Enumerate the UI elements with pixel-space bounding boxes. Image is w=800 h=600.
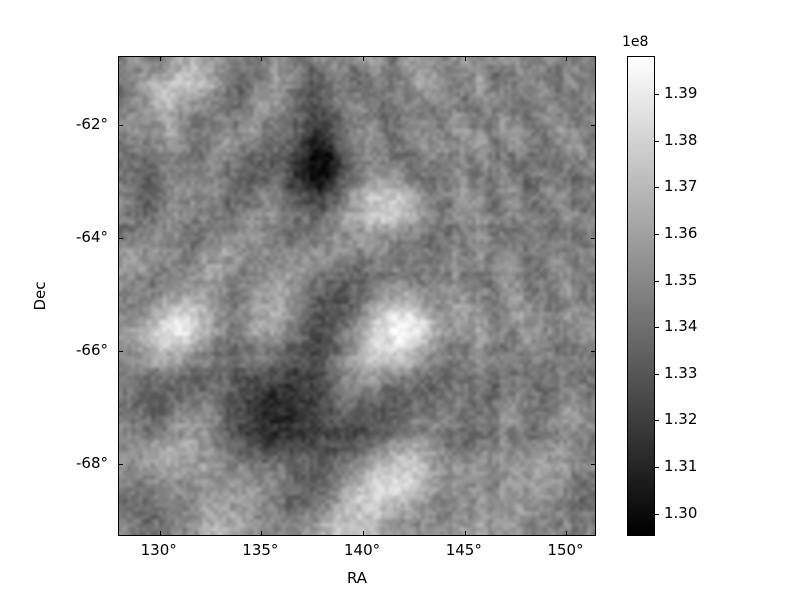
- y-axis-label: Dec: [31, 281, 49, 311]
- x-tick-label: 140°: [344, 541, 381, 559]
- sky-map-axes: [118, 56, 596, 536]
- colorbar-tick-mark: [655, 280, 659, 282]
- y-tick-mark: [119, 237, 123, 239]
- x-tick-mark: [464, 57, 466, 61]
- x-tick-label: 135°: [242, 541, 279, 559]
- x-tick-label: 150°: [547, 541, 584, 559]
- colorbar-tick-mark: [655, 467, 659, 469]
- sky-map-heatmap-image: [119, 57, 595, 535]
- colorbar-tick-label: 1.35: [664, 270, 698, 289]
- colorbar-tick-mark: [655, 187, 659, 189]
- x-tick-label: 130°: [140, 541, 177, 559]
- y-tick-label: -64°: [76, 227, 108, 246]
- x-tick-mark: [261, 57, 263, 61]
- x-tick-mark: [159, 531, 161, 535]
- colorbar-tick-mark: [655, 420, 659, 422]
- colorbar-tick-mark: [655, 327, 659, 329]
- x-tick-label: 145°: [445, 541, 482, 559]
- colorbar-tick-mark: [655, 513, 659, 515]
- colorbar-tick-label: 1.38: [664, 130, 698, 149]
- colorbar-tick-label: 1.30: [664, 503, 698, 522]
- x-tick-mark: [159, 57, 161, 61]
- y-tick-mark: [591, 237, 595, 239]
- colorbar-tick-label: 1.37: [664, 177, 698, 196]
- y-tick-mark: [591, 350, 595, 352]
- x-tick-mark: [464, 531, 466, 535]
- y-tick-mark: [119, 463, 123, 465]
- colorbar-tick-label: 1.34: [664, 317, 698, 336]
- x-tick-mark: [261, 531, 263, 535]
- colorbar-tick-mark: [655, 373, 659, 375]
- y-tick-mark: [119, 350, 123, 352]
- colorbar-tick-label: 1.31: [664, 457, 698, 476]
- y-tick-label: -62°: [76, 114, 108, 133]
- colorbar-tick-label: 1.39: [664, 84, 698, 103]
- x-tick-mark: [363, 531, 365, 535]
- colorbar-tick-mark: [655, 234, 659, 236]
- x-tick-mark: [566, 57, 568, 61]
- colorbar-tick-mark: [655, 94, 659, 96]
- y-tick-label: -66°: [76, 340, 108, 359]
- y-tick-label: -68°: [76, 453, 108, 472]
- colorbar: [627, 56, 659, 536]
- colorbar-tick-label: 1.36: [664, 224, 698, 243]
- x-axis-label: RA: [346, 569, 368, 587]
- x-tick-mark: [363, 57, 365, 61]
- colorbar-tick-label: 1.32: [664, 410, 698, 429]
- y-tick-mark: [591, 463, 595, 465]
- colorbar-tick-mark: [655, 140, 659, 142]
- x-tick-mark: [566, 531, 568, 535]
- y-tick-mark: [591, 124, 595, 126]
- colorbar-tick-label: 1.33: [664, 363, 698, 382]
- colorbar-offset-text: 1e8: [622, 34, 649, 50]
- y-tick-mark: [119, 124, 123, 126]
